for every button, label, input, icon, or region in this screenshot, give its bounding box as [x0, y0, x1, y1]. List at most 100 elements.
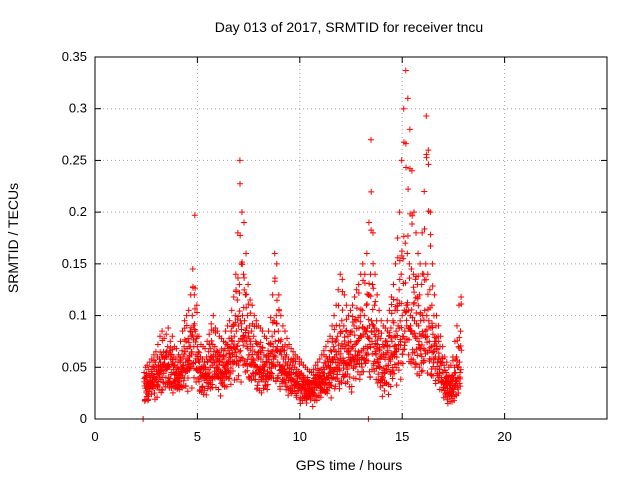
data-point	[241, 317, 248, 324]
data-point	[243, 304, 250, 311]
data-point	[378, 330, 385, 337]
data-point	[223, 351, 230, 358]
data-point	[185, 357, 192, 364]
data-point	[416, 372, 423, 379]
data-point	[263, 335, 270, 342]
data-point	[369, 281, 376, 288]
data-point	[287, 359, 294, 366]
data-point	[426, 344, 433, 351]
data-point	[195, 333, 202, 340]
data-point	[253, 340, 260, 347]
data-point	[351, 332, 358, 339]
data-point	[417, 317, 424, 324]
data-point	[413, 361, 420, 368]
data-point	[374, 380, 381, 387]
data-point	[180, 362, 187, 369]
x-tick-label: 20	[497, 429, 511, 444]
data-point	[343, 327, 350, 334]
data-point	[349, 302, 356, 309]
data-point	[152, 359, 159, 366]
data-point	[224, 341, 231, 348]
data-point	[409, 314, 416, 321]
data-point	[337, 271, 344, 278]
data-point	[455, 386, 462, 393]
data-point	[457, 366, 464, 373]
data-point	[396, 286, 403, 293]
data-point	[236, 281, 243, 288]
data-point	[238, 326, 245, 333]
data-point	[154, 394, 161, 401]
x-axis-label: GPS time / hours	[296, 457, 403, 473]
data-point	[355, 325, 362, 332]
data-point	[247, 310, 254, 317]
data-point	[264, 381, 271, 388]
data-point	[200, 391, 207, 398]
data-point	[312, 362, 319, 369]
data-point	[341, 291, 348, 298]
data-point	[369, 306, 376, 313]
data-point	[374, 341, 381, 348]
data-point	[419, 229, 426, 236]
data-point	[236, 308, 243, 315]
data-point	[250, 333, 257, 340]
data-point	[346, 374, 353, 381]
data-point	[389, 375, 396, 382]
x-tick-label: 15	[395, 429, 409, 444]
data-point	[410, 284, 417, 291]
data-point	[418, 342, 425, 349]
data-point	[259, 344, 266, 351]
data-point	[344, 378, 351, 385]
data-point	[385, 362, 392, 369]
x-tick-label: 0	[91, 429, 98, 444]
data-point	[366, 335, 373, 342]
data-point	[246, 335, 253, 342]
data-point	[403, 164, 410, 171]
y-tick-label: 0.15	[62, 256, 87, 271]
data-point	[376, 347, 383, 354]
data-point	[189, 266, 196, 273]
data-point	[232, 319, 239, 326]
data-point	[205, 348, 212, 355]
data-point	[183, 312, 190, 319]
data-point	[416, 338, 423, 345]
data-point	[418, 368, 425, 375]
data-point	[272, 353, 279, 360]
data-point	[285, 392, 292, 399]
data-point	[348, 383, 355, 390]
data-point	[238, 378, 245, 385]
data-point	[146, 359, 153, 366]
data-point	[206, 341, 213, 348]
data-point	[405, 336, 412, 343]
data-point	[265, 328, 272, 335]
data-point	[367, 344, 374, 351]
data-point	[218, 359, 225, 366]
data-point	[456, 334, 463, 341]
data-point	[355, 348, 362, 355]
data-point	[399, 346, 406, 353]
data-point	[367, 293, 374, 300]
data-point	[396, 276, 403, 283]
x-tick-label: 10	[293, 429, 307, 444]
data-point	[406, 260, 413, 267]
data-point	[391, 361, 398, 368]
data-point	[435, 322, 442, 329]
data-point	[210, 312, 217, 319]
data-point	[180, 353, 187, 360]
data-point	[423, 326, 430, 333]
data-point	[363, 352, 370, 359]
data-point	[379, 375, 386, 382]
data-point	[341, 345, 348, 352]
data-point	[425, 161, 432, 168]
data-point	[367, 373, 374, 380]
data-point	[372, 298, 379, 305]
data-point	[400, 233, 407, 240]
data-point	[374, 291, 381, 298]
data-point	[208, 320, 215, 327]
data-point	[370, 260, 377, 267]
data-point	[141, 369, 148, 376]
data-point	[188, 348, 195, 355]
data-point	[271, 328, 278, 335]
y-tick-label: 0.25	[62, 152, 87, 167]
data-point	[258, 347, 265, 354]
data-point	[222, 345, 229, 352]
